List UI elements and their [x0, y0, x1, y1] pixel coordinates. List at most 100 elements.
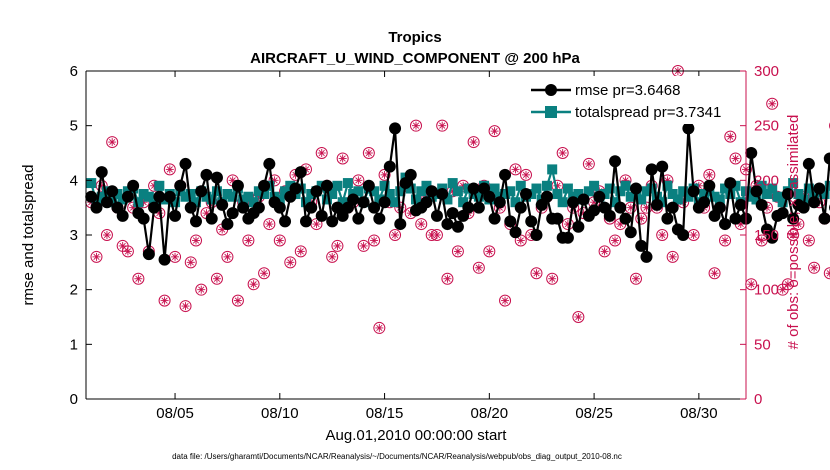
totalspread-point: [819, 189, 830, 199]
rmse-point: [787, 212, 800, 225]
rmse-point: [389, 122, 402, 135]
obs-point: [724, 130, 737, 143]
rmse-point: [430, 209, 443, 222]
rmse-point: [745, 147, 758, 159]
chart-title: Tropics: [388, 29, 441, 46]
x-tick-label: 08/15: [366, 405, 404, 422]
rmse-point: [609, 155, 622, 168]
totalspread-point: [604, 183, 615, 194]
rmse-point: [561, 231, 574, 244]
obs-point: [410, 119, 422, 132]
totalspread-point: [154, 180, 165, 191]
obs-point: [719, 234, 732, 247]
rmse-point: [614, 201, 627, 214]
totalspread-point: [505, 186, 516, 197]
rmse-point: [635, 239, 648, 252]
obs-point: [630, 272, 642, 285]
totalspread-point: [452, 186, 463, 197]
totalspread-point: [746, 191, 757, 202]
totalspread-point: [222, 189, 233, 199]
totalspread-point: [133, 197, 144, 208]
legend: rmse pr=3.6468 totalspread pr=3.7341: [528, 76, 742, 124]
rmse-point: [425, 185, 438, 198]
totalspread-point: [243, 191, 254, 202]
obs-point: [451, 245, 464, 258]
obs-point: [808, 261, 821, 274]
rmse-point: [540, 190, 553, 203]
legend-spread-marker: [545, 106, 557, 118]
right-tick-label: 0: [754, 391, 762, 408]
rmse-point: [231, 179, 244, 192]
rmse-point: [588, 204, 601, 217]
totalspread-point: [557, 197, 568, 208]
rmse-point: [368, 201, 381, 214]
obs-point: [190, 234, 202, 247]
rmse-point: [750, 185, 763, 198]
totalspread-point: [185, 189, 196, 199]
obs-point: [258, 267, 271, 280]
rmse-point: [650, 198, 663, 211]
left-tick-label: 2: [70, 282, 78, 299]
left-axis-ticks: 0 1 2 3 4 5 6: [70, 63, 92, 408]
obs-point: [263, 218, 276, 231]
obs-point: [823, 267, 830, 280]
rmse-point: [263, 157, 276, 170]
totalspread-point: [458, 197, 469, 208]
rmse-point: [624, 226, 637, 239]
obs-point: [802, 234, 815, 247]
obs-point: [609, 234, 622, 247]
rmse-point: [326, 215, 339, 228]
x-tick-label: 08/25: [575, 405, 613, 422]
totalspread-point: [620, 180, 631, 191]
totalspread-point: [583, 186, 594, 197]
rmse-point: [661, 212, 674, 225]
rmse-point: [127, 179, 140, 192]
totalspread-point: [248, 197, 259, 208]
rmse-point: [90, 201, 103, 214]
obs-point: [163, 163, 176, 176]
totalspread-point: [803, 183, 814, 194]
obs-point: [729, 152, 742, 165]
obs-point: [100, 229, 113, 241]
obs-point: [755, 234, 768, 247]
totalspread-point: [552, 189, 563, 199]
obs-point: [326, 250, 339, 263]
rmse-point: [462, 201, 475, 214]
rmse-point: [305, 201, 318, 214]
rmse-point: [509, 226, 522, 239]
totalspread-point: [238, 194, 249, 205]
rmse-point: [818, 212, 830, 225]
obs-point: [436, 119, 449, 132]
obs-point: [430, 229, 443, 241]
rmse-point: [142, 248, 155, 261]
y-axis-label-right: # of obs: o=possible; ×=assimilated: [785, 115, 802, 350]
totalspread-point: [211, 186, 222, 197]
y-axis-label-left: rmse and totalspread: [20, 165, 37, 306]
rmse-point: [577, 193, 590, 206]
rmse-point: [572, 220, 585, 233]
obs-point: [284, 256, 297, 269]
rmse-point: [797, 201, 810, 214]
obs-point: [247, 278, 260, 291]
rmse-point: [713, 201, 726, 214]
obs-point: [441, 272, 454, 285]
totalspread-point: [227, 191, 238, 202]
rmse-point: [640, 250, 653, 263]
totalspread-point: [489, 183, 500, 194]
obs-point: [210, 272, 223, 285]
obs-point: [373, 321, 386, 334]
rmse-point: [551, 212, 564, 225]
rmse-point: [404, 168, 417, 181]
totalspread-point: [170, 197, 181, 208]
totalspread-point: [253, 186, 264, 197]
obs-point: [415, 218, 428, 231]
obs-point: [546, 272, 559, 285]
obs-point: [766, 97, 779, 110]
rmse-point: [289, 182, 302, 195]
obs-point: [169, 250, 182, 263]
obs-point: [509, 163, 522, 176]
obs-point: [520, 168, 532, 181]
totalspread-point: [725, 189, 736, 199]
obs-point: [488, 125, 501, 138]
right-tick-label: 50: [754, 336, 771, 353]
